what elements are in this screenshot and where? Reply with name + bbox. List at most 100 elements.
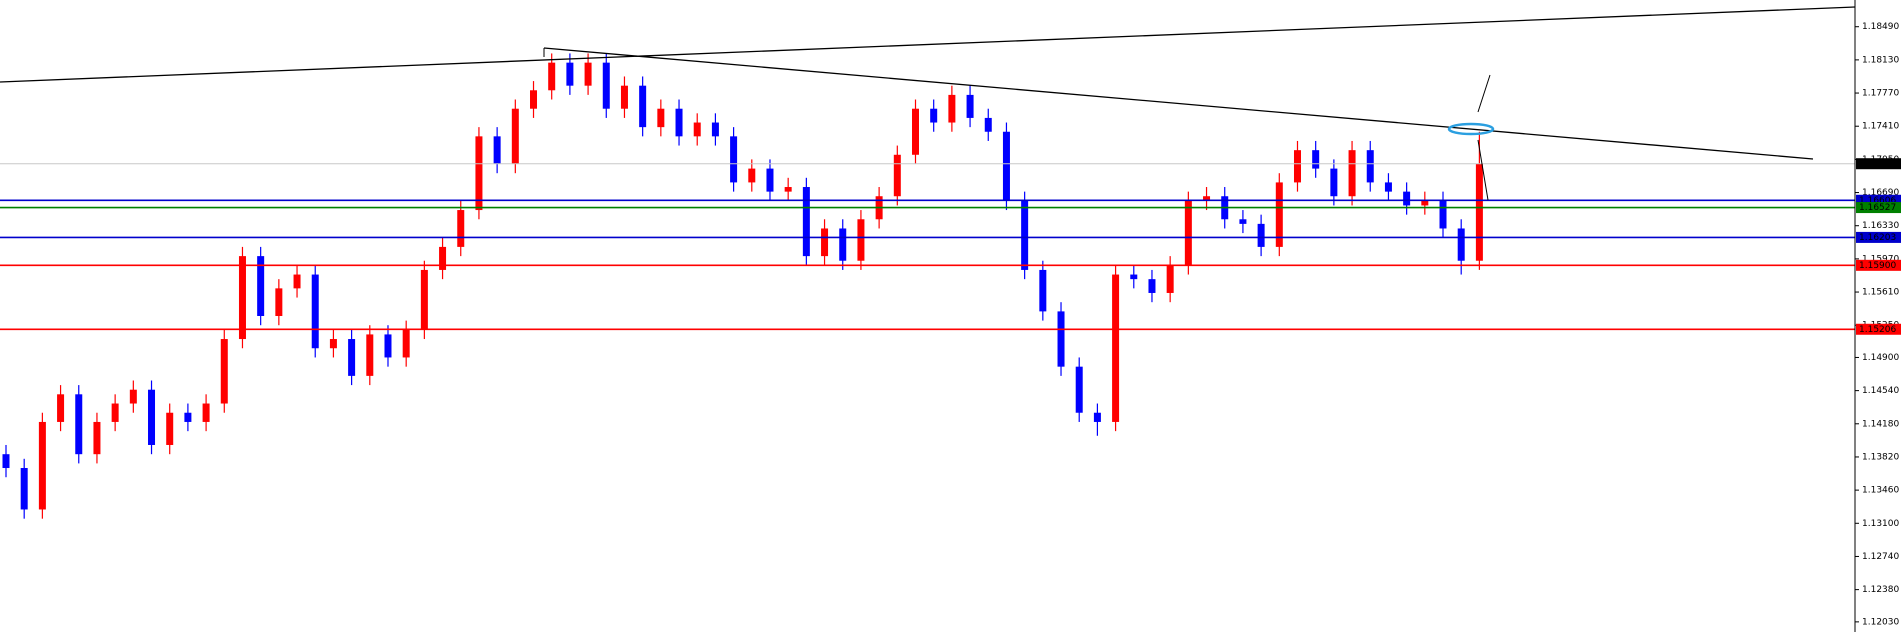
candle-body [1057,311,1065,367]
candle-body [530,90,538,109]
candle-body [1312,150,1320,169]
candle-body [1112,274,1120,422]
candle-body [1166,265,1174,293]
y-tick-label: 1.14540 [1862,386,1899,396]
candle-body [1002,131,1010,201]
level-label: 1.16606 [1859,196,1896,206]
candle-body [821,228,829,257]
candle-body [802,187,810,257]
candle-body [475,136,483,211]
candle-body [257,256,265,316]
y-tick-label: 1.18490 [1862,22,1899,32]
candle-body [839,228,847,261]
candle-body [1293,150,1301,183]
candle-body [329,339,337,349]
candle-body [548,62,556,91]
candle-body [984,117,992,132]
candle-body [111,403,119,422]
candle-body [639,85,647,128]
candle-body [584,62,592,86]
candle-body [384,334,392,358]
candle-body [766,168,774,192]
y-tick-label: 1.13460 [1862,486,1899,496]
candle-body [348,339,356,376]
y-tick-label: 1.14180 [1862,419,1899,429]
candle-body [93,421,101,455]
candle-body [1203,196,1211,201]
candle-body [1039,269,1047,312]
level-label-bg [1856,323,1901,335]
level-label-bg [1856,158,1901,170]
candle-body [493,136,501,164]
candle-body [1257,223,1265,247]
candle-body [693,122,701,137]
candle-body [1184,200,1192,266]
candle-body [912,108,919,155]
y-tick-label: 1.17410 [1862,122,1899,132]
candle-body [1403,191,1411,206]
level-label-bg [1856,194,1901,206]
y-tick-label: 1.17770 [1862,89,1899,99]
candle-body [511,108,519,164]
y-tick-label: 1.18130 [1862,55,1899,65]
candle-body [129,389,137,404]
trend-line [543,47,1814,160]
candle-body [1021,200,1029,270]
candle-body [57,394,65,422]
candle-body [1348,150,1356,197]
candle-body [1093,412,1101,422]
candle-body [1457,228,1465,261]
highlight-ellipse [1447,122,1495,136]
candle-body [1384,182,1392,192]
candle-body [366,334,374,376]
level-label: 1.16527 [1859,203,1896,213]
candle-body [439,246,447,270]
candle-body [1275,182,1283,247]
candle-body [675,108,683,137]
candle-body [857,219,865,261]
candle-body [1439,200,1447,229]
candle-body [148,389,156,445]
candle-body [1075,366,1083,413]
y-tick-label: 1.13820 [1862,452,1899,462]
y-tick-label: 1.16330 [1862,221,1899,231]
candle-body [220,339,228,404]
arrow-line [1477,74,1491,113]
candle-body [784,187,792,192]
candle-body [1148,279,1156,293]
candle-body [75,394,83,455]
y-tick-label: 1.15610 [1862,288,1899,298]
candle-body [275,288,283,316]
candle-body [748,168,756,183]
candle-body [311,274,319,349]
y-tick-label: 1.13100 [1862,519,1899,529]
candle-body [1366,150,1374,183]
price-axis: 1.12030 1.12380 1.12740 1.13100 1.13460 1.138… [1855,22,1901,627]
candle-body [238,256,246,340]
level-label: 1.15900 [1859,261,1896,271]
candle-body [966,94,974,118]
level-label-bg [1856,259,1901,271]
candle-body [1239,219,1247,224]
candle-body [620,85,628,109]
candle-body [1475,163,1483,261]
candle-body [711,122,719,137]
y-tick-label: 1.14900 [1862,353,1899,363]
candle-body [457,210,465,247]
candle-body [1421,200,1429,206]
candle-body [566,62,574,86]
level-label: 1.16203 [1859,233,1896,243]
candle-body [402,329,410,358]
candle-body [38,421,46,510]
candle-body [166,412,174,445]
candle-body [1330,168,1338,197]
candle-body [893,154,901,197]
arrow-line [1477,139,1489,201]
level-label: 1.17003 [1859,159,1896,169]
candle-body [948,94,956,123]
level-label: 1.15206 [1859,325,1896,335]
candle-body [730,136,738,183]
candle-body [184,412,192,422]
y-tick-label: 1.12030 [1862,617,1899,627]
